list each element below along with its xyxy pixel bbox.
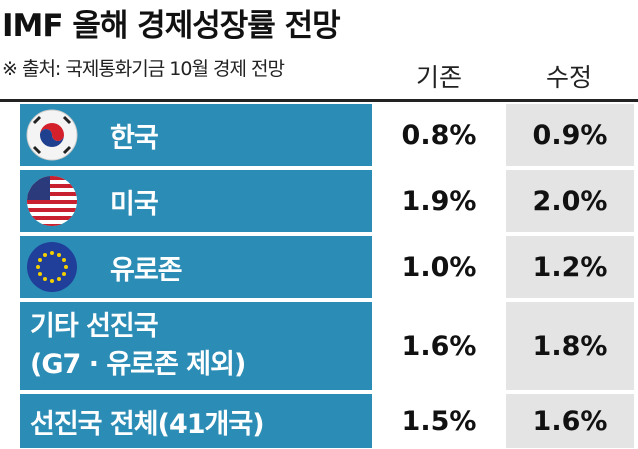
cell: 0.8% bbox=[376, 104, 502, 166]
cell: 1.8% bbox=[506, 302, 634, 390]
row-label: 유로존 bbox=[20, 236, 372, 298]
flag-us bbox=[27, 176, 77, 226]
cell: 1.5% bbox=[376, 394, 502, 448]
row-label: 기타 선진국 (G7 · 유로존 제외) bbox=[20, 302, 372, 390]
flag-korea bbox=[26, 109, 78, 161]
cell: 1.9% bbox=[376, 170, 502, 232]
column-header: 기존 bbox=[415, 63, 462, 92]
label-line: 한국 bbox=[110, 122, 159, 154]
header-rule bbox=[0, 99, 638, 102]
column-header: 수정 bbox=[545, 63, 592, 92]
title: IMF 올해 경제성장률 전망 bbox=[2, 8, 341, 44]
row-label: 미국 bbox=[20, 170, 372, 232]
label-line: 미국 bbox=[110, 188, 159, 220]
label-line: 기타 선진국 bbox=[30, 311, 159, 342]
cell: 1.0% bbox=[376, 236, 502, 298]
label-line: 선진국 전체(41개국) bbox=[30, 408, 265, 440]
cell: 1.6% bbox=[376, 302, 502, 390]
row-label: 한국 bbox=[20, 104, 372, 166]
flag-eu bbox=[27, 242, 77, 292]
cell: 2.0% bbox=[506, 170, 634, 232]
label-line: 유로존 bbox=[110, 254, 183, 286]
source: ※ 출처: 국제통화기금 10월 경제 전망 bbox=[2, 58, 285, 80]
cell: 1.6% bbox=[506, 394, 634, 448]
cell: 0.9% bbox=[506, 104, 634, 166]
label-line: (G7 · 유로존 제외) bbox=[30, 349, 246, 380]
cell: 1.2% bbox=[506, 236, 634, 298]
row-label: 선진국 전체(41개국) bbox=[20, 394, 372, 448]
